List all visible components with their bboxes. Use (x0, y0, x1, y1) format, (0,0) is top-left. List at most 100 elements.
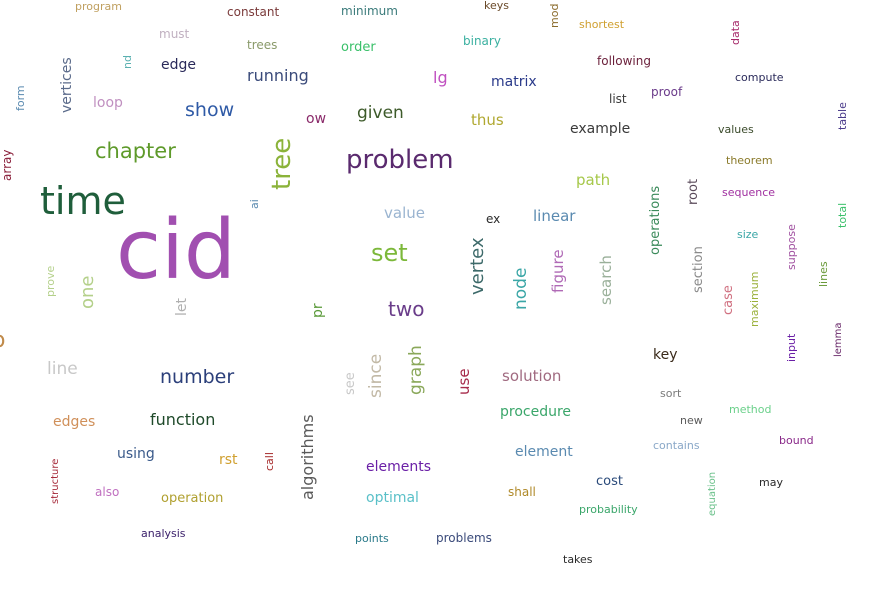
word-probability: probability (579, 503, 638, 516)
word-optimal: optimal (366, 490, 419, 506)
word-number: number (160, 366, 235, 388)
word-form: form (14, 85, 27, 111)
word-mod: mod (548, 3, 561, 28)
word-root: root (686, 178, 701, 205)
word-chapter: chapter (95, 139, 176, 163)
word-may: may (759, 476, 783, 489)
word-node: node (511, 267, 531, 310)
word-since: since (366, 353, 386, 398)
word-cost: cost (596, 474, 623, 489)
word-analysis: analysis (141, 527, 186, 540)
word-array: array (0, 149, 14, 181)
word-shall: shall (508, 485, 536, 499)
word-size: size (737, 228, 759, 241)
word-following: following (597, 54, 651, 68)
word-two: two (388, 297, 425, 321)
word-ow: ow (306, 111, 327, 127)
word-problem: problem (346, 145, 454, 175)
word-using: using (117, 446, 155, 462)
word-use: use (455, 368, 473, 395)
word-also: also (95, 485, 120, 499)
word-suppose: suppose (785, 224, 798, 270)
word-o: o (0, 330, 5, 352)
word-set: set (371, 239, 408, 267)
word-case: case (721, 285, 736, 315)
word-nd: nd (121, 55, 134, 69)
word-figure: figure (549, 249, 567, 293)
word-element: element (515, 444, 573, 460)
word-program: program (75, 0, 122, 13)
word-shortest: shortest (579, 18, 625, 31)
word-linear: linear (533, 207, 576, 225)
word-table: table (836, 102, 849, 130)
word-total: total (836, 202, 849, 228)
word-proof: proof (651, 85, 683, 99)
word-key: key (653, 347, 678, 363)
word-see: see (343, 372, 358, 395)
word-values: values (718, 123, 754, 136)
word-solution: solution (502, 367, 562, 385)
word-structure: structure (50, 458, 61, 504)
word-trees: trees (247, 38, 278, 52)
word-edge: edge (161, 57, 196, 73)
word-constant: constant (227, 5, 280, 19)
word-operation: operation (161, 491, 224, 506)
word-edges: edges (53, 414, 96, 430)
word-bound: bound (779, 434, 814, 447)
word-let: let (174, 298, 190, 316)
word-one: one (77, 275, 98, 310)
word-keys: keys (484, 0, 509, 12)
word-section: section (691, 246, 706, 293)
word-minimum: minimum (341, 4, 398, 18)
word-thus: thus (471, 111, 504, 129)
word-takes: takes (563, 553, 593, 566)
word-loop: loop (93, 95, 123, 111)
word-equation: equation (707, 471, 718, 516)
word-sequence: sequence (722, 186, 776, 199)
word-vertex: vertex (467, 237, 488, 295)
word-function: function (150, 410, 216, 429)
word-ex: ex (486, 212, 501, 226)
word-pr: pr (310, 303, 326, 318)
word-vertices: vertices (59, 57, 75, 113)
word-theorem: theorem (726, 154, 773, 167)
word-operations: operations (648, 185, 663, 255)
word-value: value (384, 204, 425, 222)
word-time: time (40, 179, 126, 223)
word-prove: prove (44, 265, 57, 297)
word-algorithms: algorithms (298, 414, 317, 500)
word-path: path (576, 171, 611, 189)
word-line: line (47, 359, 78, 379)
word-lines: lines (817, 261, 830, 287)
word-cid: cid (116, 203, 236, 298)
word-elements: elements (366, 459, 432, 475)
word-ai: ai (248, 199, 261, 209)
word-lemma: lemma (833, 322, 844, 357)
word-compute: compute (735, 71, 784, 84)
word-search: search (597, 255, 615, 305)
word-maximum: maximum (748, 271, 761, 327)
word-show: show (185, 99, 235, 121)
word-must: must (159, 27, 190, 41)
word-graph: graph (406, 345, 426, 395)
word-lg: lg (433, 68, 448, 87)
word-given: given (357, 103, 404, 123)
word-method: method (729, 403, 772, 416)
word-data: data (729, 20, 742, 45)
word-procedure: procedure (500, 404, 572, 420)
word-points: points (355, 532, 389, 545)
word-running: running (247, 66, 309, 85)
word-order: order (341, 40, 376, 55)
word-call: call (263, 452, 276, 471)
word-binary: binary (463, 34, 501, 48)
word-matrix: matrix (491, 74, 537, 90)
word-rst: rst (219, 452, 238, 468)
word-problems: problems (436, 531, 492, 545)
word-list: list (609, 92, 627, 106)
word-example: example (570, 121, 631, 137)
word-new: new (680, 414, 703, 427)
word-input: input (785, 333, 798, 362)
word-contains: contains (653, 439, 700, 452)
word-sort: sort (660, 387, 682, 400)
